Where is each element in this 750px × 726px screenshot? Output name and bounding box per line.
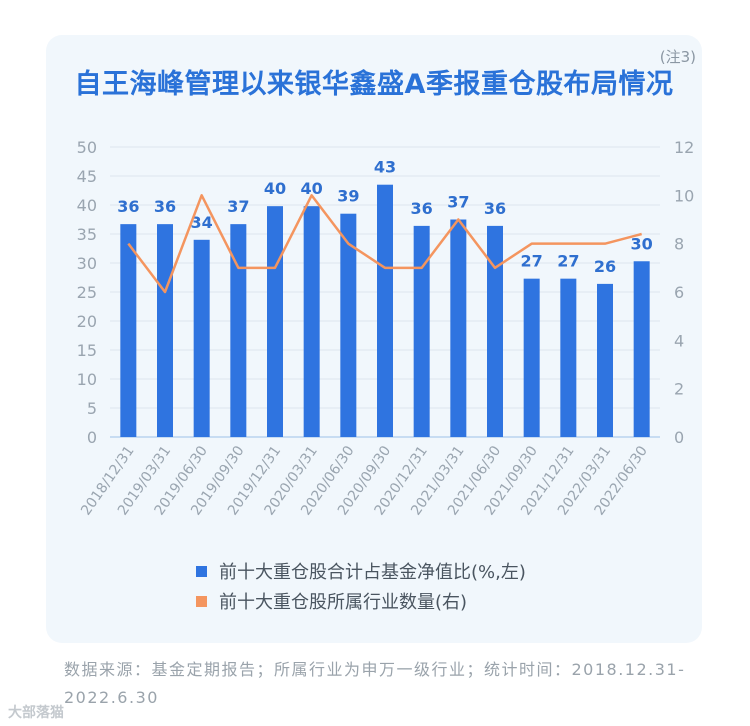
y-right-tick-label: 10 [674,186,694,205]
y-left-tick-label: 25 [77,283,97,302]
bar [193,239,210,437]
bar-value-label: 37 [447,193,469,212]
bar [450,219,467,437]
legend-label-bar: 前十大重仓股合计占基金净值比(%,左) [219,562,526,583]
bar-value-label: 27 [557,252,579,271]
bar-value-label: 26 [594,257,616,276]
y-right-tick-label: 4 [674,331,684,350]
bar [523,278,540,437]
data-source-note: 数据来源：基金定期报告；所属行业为申万一级行业；统计时间：2018.12.31-… [64,660,686,707]
y-left-tick-label: 0 [87,428,97,447]
y-right-tick-label: 2 [674,380,684,399]
y-left-tick-label: 30 [77,254,97,273]
bar [597,283,613,437]
y-left-tick-label: 15 [77,341,97,360]
bar-value-label: 40 [301,179,323,198]
bar [487,225,503,437]
bar [303,206,320,437]
bar-value-label: 36 [484,199,506,218]
watermark-logo: 大部落猫 [8,705,64,721]
legend-swatch-line [196,595,207,607]
legend-item-bar: 前十大重仓股合计占基金净值比(%,左) [196,556,526,586]
bar [157,224,173,437]
legend-swatch-bar [196,565,207,577]
bar [560,278,577,437]
bar-value-label: 39 [337,187,359,206]
bar [230,224,247,437]
y-right-tick-label: 0 [674,428,684,447]
line-series [127,194,642,294]
y-right-tick-label: 6 [674,283,684,302]
bar [340,213,357,437]
y-right-tick-label: 8 [674,235,684,254]
y-left-tick-label: 10 [77,370,97,389]
bar [120,224,137,437]
bar-value-label: 34 [191,213,213,232]
y-right-tick-label: 12 [674,138,694,157]
bar-value-label: 36 [117,197,139,216]
bar [267,206,283,437]
y-left-tick-label: 45 [77,167,97,186]
bar-value-label: 37 [227,197,249,216]
bar [633,261,650,437]
legend: 前十大重仓股合计占基金净值比(%,左) 前十大重仓股所属行业数量(右) [196,556,526,616]
chart-title: 自王海峰管理以来银华鑫盛A季报重仓股布局情况 [74,69,674,100]
bar [413,225,430,437]
chart-card [46,35,702,643]
bar-value-label: 36 [154,197,176,216]
footnote-marker: (注3) [659,48,696,66]
bar-value-label: 40 [264,179,286,198]
legend-item-line: 前十大重仓股所属行业数量(右) [196,586,526,616]
bar [377,184,393,437]
y-left-tick-label: 5 [87,399,97,418]
bar-value-label: 43 [374,158,396,177]
bar-value-label: 30 [631,234,653,253]
bar-value-label: 36 [411,199,433,218]
y-left-tick-label: 40 [77,196,97,215]
y-left-tick-label: 35 [77,225,97,244]
y-left-tick-label: 20 [77,312,97,331]
bar-value-label: 27 [521,252,543,271]
y-left-tick-label: 50 [77,138,97,157]
legend-label-line: 前十大重仓股所属行业数量(右) [219,592,468,613]
